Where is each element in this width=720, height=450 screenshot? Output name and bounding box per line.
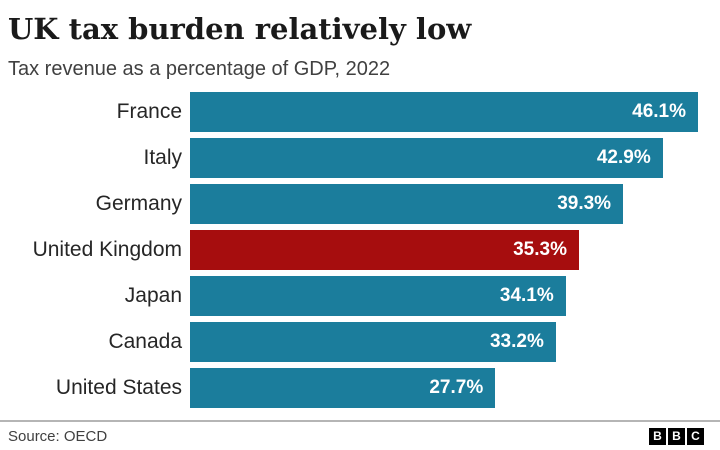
category-label: Japan bbox=[124, 284, 182, 307]
bar-track: 42.9% bbox=[190, 138, 698, 178]
bar: 27.7% bbox=[190, 368, 496, 408]
bbc-logo-block-b1: B bbox=[649, 427, 666, 445]
bbc-logo-block-c: C bbox=[687, 427, 704, 445]
category-label: France bbox=[116, 100, 182, 123]
footer: Source: OECD B B C bbox=[0, 420, 720, 450]
category-label: Italy bbox=[143, 146, 182, 169]
bar: 39.3% bbox=[190, 184, 624, 224]
value-label: 27.7% bbox=[429, 377, 484, 398]
chart-row: Canada 33.2% bbox=[0, 322, 720, 362]
bar-track: 35.3% bbox=[190, 230, 698, 270]
bar-chart: France 46.1% Italy 42.9% Germany 39.3% United … bbox=[0, 92, 720, 408]
bar-highlighted: 35.3% bbox=[190, 230, 579, 270]
value-label: 33.2% bbox=[489, 331, 544, 352]
chart-row: France 46.1% bbox=[0, 92, 720, 132]
value-label: 39.3% bbox=[557, 193, 612, 214]
chart-row: United States 27.7% bbox=[0, 368, 720, 408]
value-label: 34.1% bbox=[499, 285, 554, 306]
chart-subtitle: Tax revenue as a percentage of GDP, 2022 bbox=[8, 58, 391, 80]
bar: 46.1% bbox=[190, 92, 698, 132]
source-note: Source: OECD bbox=[8, 427, 108, 445]
bbc-logo: B B C bbox=[649, 427, 704, 445]
bar-track: 39.3% bbox=[190, 184, 698, 224]
bar-track: 34.1% bbox=[190, 276, 698, 316]
category-label: United Kingdom bbox=[32, 238, 182, 261]
value-label: 35.3% bbox=[513, 239, 567, 260]
category-label: Canada bbox=[108, 330, 182, 353]
chart-row: Japan 34.1% bbox=[0, 276, 720, 316]
bar-track: 46.1% bbox=[190, 92, 698, 132]
category-label: United States bbox=[55, 376, 182, 399]
bar-track: 27.7% bbox=[190, 368, 698, 408]
bar: 34.1% bbox=[190, 276, 566, 316]
bar-track: 33.2% bbox=[190, 322, 698, 362]
chart-row: United Kingdom 35.3% bbox=[0, 230, 720, 270]
chart-row: Germany 39.3% bbox=[0, 184, 720, 224]
bbc-logo-block-b2: B bbox=[668, 427, 685, 445]
chart-row: Italy 42.9% bbox=[0, 138, 720, 178]
chart-title: UK tax burden relatively low bbox=[8, 12, 472, 46]
bar: 33.2% bbox=[190, 322, 556, 362]
bar: 42.9% bbox=[190, 138, 663, 178]
category-label: Germany bbox=[95, 192, 182, 215]
value-label: 42.9% bbox=[596, 147, 651, 168]
value-label: 46.1% bbox=[632, 101, 686, 122]
